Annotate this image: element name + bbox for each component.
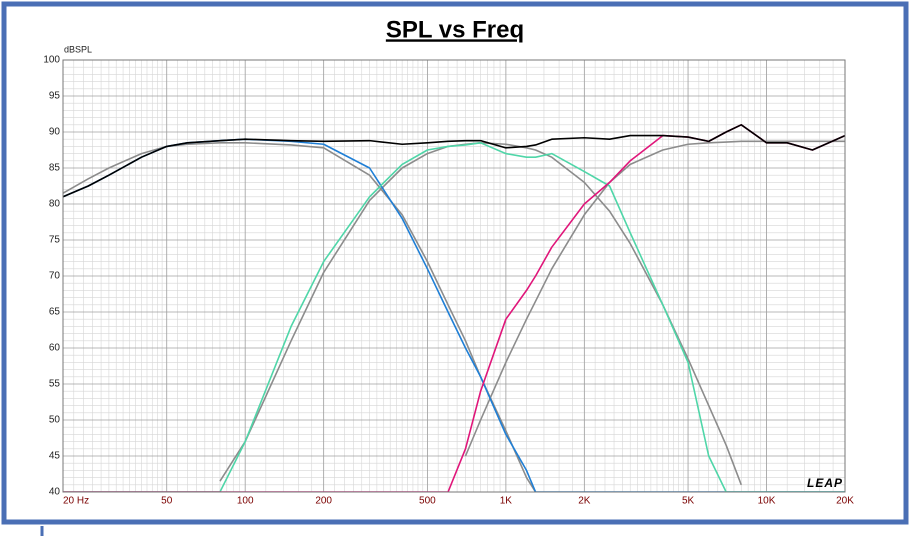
series-line <box>63 142 845 492</box>
y-tick-label: 100 <box>43 55 60 66</box>
x-tick-label: 5K <box>682 496 695 507</box>
y-tick-label: 65 <box>49 307 61 318</box>
y-axis-label: dBSPL <box>64 44 92 54</box>
y-tick-label: 80 <box>49 199 61 210</box>
y-tick-label: 45 <box>49 451 61 462</box>
series-line <box>464 140 845 457</box>
x-tick-label: 10K <box>758 496 776 507</box>
logo: LEAP <box>807 476 843 490</box>
plot-border <box>62 59 846 493</box>
x-tick-label: 500 <box>419 496 436 507</box>
x-tick-label: 20 Hz <box>63 496 89 507</box>
x-tick-label: 100 <box>237 496 254 507</box>
y-tick-label: 40 <box>49 487 61 498</box>
y-tick-label: 50 <box>49 415 61 426</box>
grid <box>62 59 846 493</box>
y-tick-label: 90 <box>49 127 61 138</box>
y-tick-label: 60 <box>49 343 61 354</box>
x-tick-label: 200 <box>315 496 332 507</box>
x-tick-label: 2K <box>578 496 591 507</box>
y-tick-label: 95 <box>49 91 61 102</box>
x-tick-label: 1K <box>500 496 513 507</box>
series-line <box>63 124 845 198</box>
x-tick-label: 20K <box>836 496 854 507</box>
y-tick-label: 55 <box>49 379 61 390</box>
y-tick-label: 70 <box>49 271 61 282</box>
y-tick-label: 75 <box>49 235 61 246</box>
tick-labels: 40 45 50 55 60 65 70 75 80 85 90 95 100 20 Hz 50 100 200… <box>43 55 854 507</box>
y-tick-label: 85 <box>49 163 61 174</box>
chart-title: SPL vs Freq <box>386 16 524 43</box>
x-tick-label: 50 <box>161 496 173 507</box>
series-group <box>63 124 845 492</box>
